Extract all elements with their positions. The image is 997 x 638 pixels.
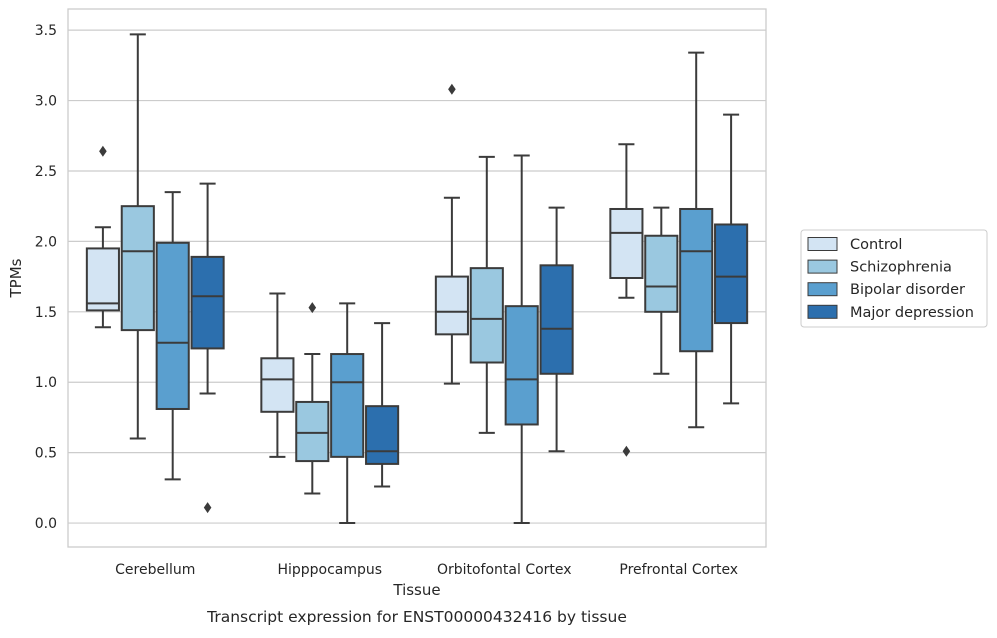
box-group bbox=[539, 206, 574, 453]
box-group bbox=[330, 302, 365, 525]
x-tick-label: Orbitofontal Cortex bbox=[437, 562, 572, 578]
x-tick-label: Cerebellum bbox=[115, 562, 195, 578]
legend-swatch bbox=[807, 259, 838, 274]
legend: Control Schizophrenia Bipolar disorder Majo… bbox=[800, 229, 988, 328]
box bbox=[539, 264, 574, 375]
box bbox=[644, 234, 679, 313]
box-group bbox=[644, 206, 679, 375]
box bbox=[295, 400, 330, 463]
box bbox=[469, 267, 504, 364]
y-tick-label: 1.5 bbox=[35, 305, 57, 321]
box bbox=[679, 207, 714, 353]
box-group bbox=[190, 182, 225, 514]
box bbox=[85, 247, 120, 312]
legend-swatch bbox=[807, 282, 838, 297]
legend-label: Control bbox=[850, 237, 902, 253]
legend-label: Schizophrenia bbox=[850, 260, 952, 276]
box bbox=[609, 207, 644, 279]
outlier-marker bbox=[99, 145, 107, 157]
box-group bbox=[469, 155, 504, 434]
outlier-marker bbox=[448, 83, 456, 95]
x-tick-label: Prefrontal Cortex bbox=[619, 562, 738, 578]
x-axis-label: Tissue bbox=[392, 581, 440, 599]
box-group bbox=[504, 154, 539, 525]
legend-label: Bipolar disorder bbox=[850, 282, 965, 298]
box bbox=[434, 275, 469, 336]
legend-label: Major depression bbox=[850, 305, 974, 321]
box bbox=[120, 205, 155, 332]
y-tick-label: 0.5 bbox=[35, 446, 57, 462]
y-tick-label: 2.0 bbox=[35, 234, 57, 250]
box-group bbox=[434, 83, 469, 385]
y-tick-label: 3.5 bbox=[35, 23, 57, 39]
legend-items: Control Schizophrenia Bipolar disorder Majo… bbox=[807, 237, 974, 321]
y-tick-label: 1.0 bbox=[35, 375, 57, 391]
outlier-marker bbox=[622, 445, 631, 457]
box-group bbox=[679, 51, 714, 429]
chart-caption: Transcript expression for ENST0000043241… bbox=[206, 608, 627, 626]
box-group bbox=[260, 292, 295, 458]
outlier-marker bbox=[203, 502, 212, 514]
y-tick-labels: 0.0 0.5 1.0 1.5 2.0 2.5 3.0 3.5 bbox=[35, 23, 57, 532]
box-group bbox=[609, 143, 644, 457]
box bbox=[714, 223, 749, 325]
y-axis-label: TPMs bbox=[7, 258, 25, 298]
box bbox=[260, 357, 295, 413]
y-tick-label: 3.0 bbox=[35, 94, 57, 110]
box bbox=[504, 305, 539, 426]
y-tick-label: 0.0 bbox=[35, 516, 57, 532]
outlier-marker bbox=[308, 302, 317, 314]
legend-frame bbox=[800, 229, 988, 328]
x-tick-label: Hipppocampus bbox=[277, 562, 382, 578]
box bbox=[330, 353, 365, 458]
box-group bbox=[120, 33, 155, 440]
legend-swatch bbox=[807, 304, 838, 319]
box-group bbox=[155, 191, 190, 481]
box bbox=[365, 405, 400, 465]
box-layer bbox=[85, 33, 749, 525]
box bbox=[190, 255, 225, 350]
box-group bbox=[714, 113, 749, 405]
box-group bbox=[295, 302, 330, 495]
box bbox=[155, 241, 190, 410]
box-group bbox=[365, 322, 400, 488]
legend-swatch bbox=[807, 237, 838, 251]
box-group bbox=[85, 145, 120, 329]
plot-frame bbox=[67, 8, 767, 548]
y-tick-label: 2.5 bbox=[35, 164, 57, 180]
x-tick-labels: Cerebellum Hipppocampus Orbitofontal Corte… bbox=[115, 562, 738, 578]
